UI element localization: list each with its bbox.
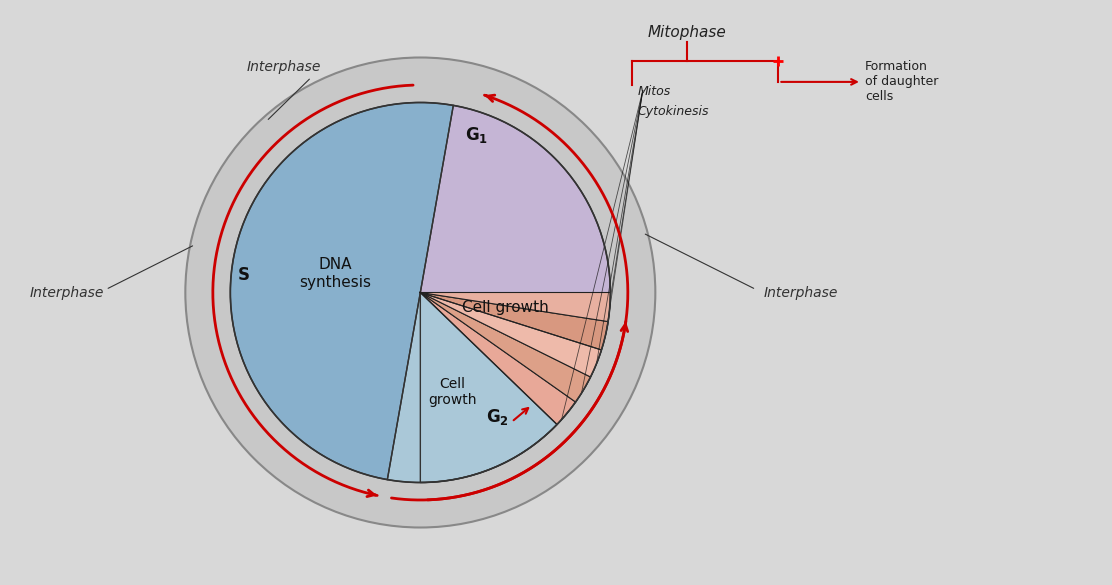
Text: Mitophase: Mitophase bbox=[648, 25, 726, 40]
Text: $\mathbf{G_2}$: $\mathbf{G_2}$ bbox=[486, 407, 509, 427]
Text: Cell growth: Cell growth bbox=[463, 300, 549, 315]
Text: Cell
growth: Cell growth bbox=[428, 377, 477, 407]
Ellipse shape bbox=[186, 57, 655, 528]
Polygon shape bbox=[420, 292, 576, 425]
Text: Interphase: Interphase bbox=[247, 60, 320, 74]
Polygon shape bbox=[387, 292, 557, 483]
Text: Formation
of daughter
cells: Formation of daughter cells bbox=[865, 60, 939, 104]
Polygon shape bbox=[420, 292, 602, 377]
Text: Cytokinesis: Cytokinesis bbox=[637, 105, 708, 118]
Polygon shape bbox=[230, 102, 454, 480]
Text: $\mathbf{G_1}$: $\mathbf{G_1}$ bbox=[465, 125, 488, 145]
Ellipse shape bbox=[240, 112, 600, 473]
Text: Interphase: Interphase bbox=[30, 285, 103, 300]
Polygon shape bbox=[420, 292, 610, 322]
Polygon shape bbox=[420, 292, 590, 402]
Polygon shape bbox=[420, 292, 608, 350]
Text: Interphase: Interphase bbox=[764, 285, 837, 300]
Polygon shape bbox=[420, 105, 610, 483]
Text: $\mathbf{S}$: $\mathbf{S}$ bbox=[237, 266, 250, 284]
Text: DNA
synthesis: DNA synthesis bbox=[299, 257, 370, 290]
Text: Mitos: Mitos bbox=[637, 85, 671, 98]
